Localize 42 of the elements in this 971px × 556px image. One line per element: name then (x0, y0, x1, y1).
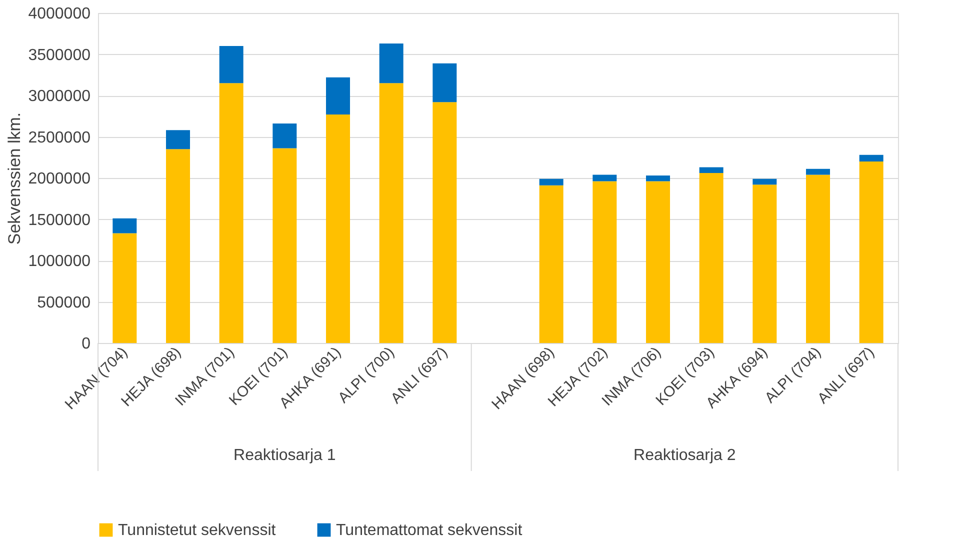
y-tick-label: 3000000 (28, 88, 91, 105)
bar (272, 148, 297, 343)
bar (646, 176, 670, 182)
bar (752, 184, 777, 343)
y-tick-label: 2000000 (28, 170, 91, 188)
bar (379, 83, 404, 343)
bar (326, 114, 350, 343)
bar (326, 77, 350, 114)
bar (112, 233, 137, 343)
bar (539, 185, 564, 343)
y-tick-label: 500000 (37, 294, 91, 312)
bar (432, 63, 457, 102)
bar (432, 102, 457, 343)
text: Reaktiosarja 1 (234, 447, 336, 464)
bar (166, 130, 190, 150)
bar (219, 83, 244, 343)
legend-label: Tuntemattomat sekvenssit (336, 522, 523, 539)
y-tick-label: 1500000 (28, 212, 91, 229)
bar (806, 174, 830, 343)
bar (539, 178, 564, 186)
y-tick-label: 1000000 (28, 253, 91, 270)
bar (859, 154, 884, 162)
bar (219, 46, 244, 84)
y-tick-label: 2500000 (28, 129, 91, 146)
bar (752, 178, 777, 185)
bar (806, 168, 830, 175)
legend-label: Tunnistetut sekvenssit (118, 522, 276, 539)
bar (699, 173, 724, 343)
y-tick-label: 4000000 (28, 6, 91, 22)
bar (166, 149, 190, 343)
y-tick-label: 0 (82, 336, 91, 352)
bar (112, 218, 137, 234)
bar (592, 174, 617, 182)
bar (272, 124, 297, 148)
text: Reaktiosarja 2 (634, 447, 736, 464)
bar (646, 181, 670, 343)
bar (592, 181, 617, 343)
y-tick-label: 3500000 (28, 46, 91, 64)
bar (379, 44, 404, 84)
y-axis-title: Sekvenssien lkm. (5, 112, 24, 245)
bar (859, 162, 884, 343)
bar (699, 167, 724, 174)
